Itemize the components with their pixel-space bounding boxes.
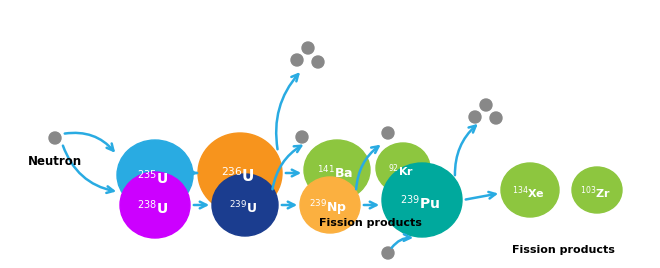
Ellipse shape [300, 177, 360, 233]
Ellipse shape [198, 133, 282, 213]
Circle shape [291, 54, 303, 66]
Ellipse shape [117, 140, 193, 210]
Circle shape [312, 56, 324, 68]
Text: $^{92}$Kr: $^{92}$Kr [388, 163, 414, 179]
Text: $^{239}$Pu: $^{239}$Pu [400, 194, 440, 212]
Text: Fission products: Fission products [512, 245, 614, 255]
Circle shape [382, 127, 394, 139]
Circle shape [480, 99, 492, 111]
Ellipse shape [120, 172, 190, 238]
Circle shape [490, 112, 502, 124]
Text: $^{239}$U: $^{239}$U [229, 200, 257, 216]
Ellipse shape [376, 143, 430, 193]
Ellipse shape [382, 163, 462, 237]
Circle shape [302, 42, 314, 54]
Circle shape [296, 131, 308, 143]
Text: Fission products: Fission products [319, 218, 422, 228]
Ellipse shape [304, 140, 370, 200]
Text: $^{141}$Ba: $^{141}$Ba [317, 165, 353, 181]
Text: $^{239}$Np: $^{239}$Np [309, 198, 347, 218]
Text: $^{238}$U: $^{238}$U [137, 199, 168, 217]
Text: $^{236}$U: $^{236}$U [221, 167, 255, 185]
Ellipse shape [501, 163, 559, 217]
Circle shape [469, 111, 481, 123]
Text: $^{235}$U: $^{235}$U [137, 169, 168, 187]
Text: $^{134}$Xe: $^{134}$Xe [512, 185, 544, 201]
Ellipse shape [572, 167, 622, 213]
Ellipse shape [212, 174, 278, 236]
Circle shape [382, 247, 394, 259]
Text: Neutron: Neutron [28, 155, 82, 168]
Text: $^{103}$Zr: $^{103}$Zr [579, 185, 610, 201]
Circle shape [49, 132, 61, 144]
